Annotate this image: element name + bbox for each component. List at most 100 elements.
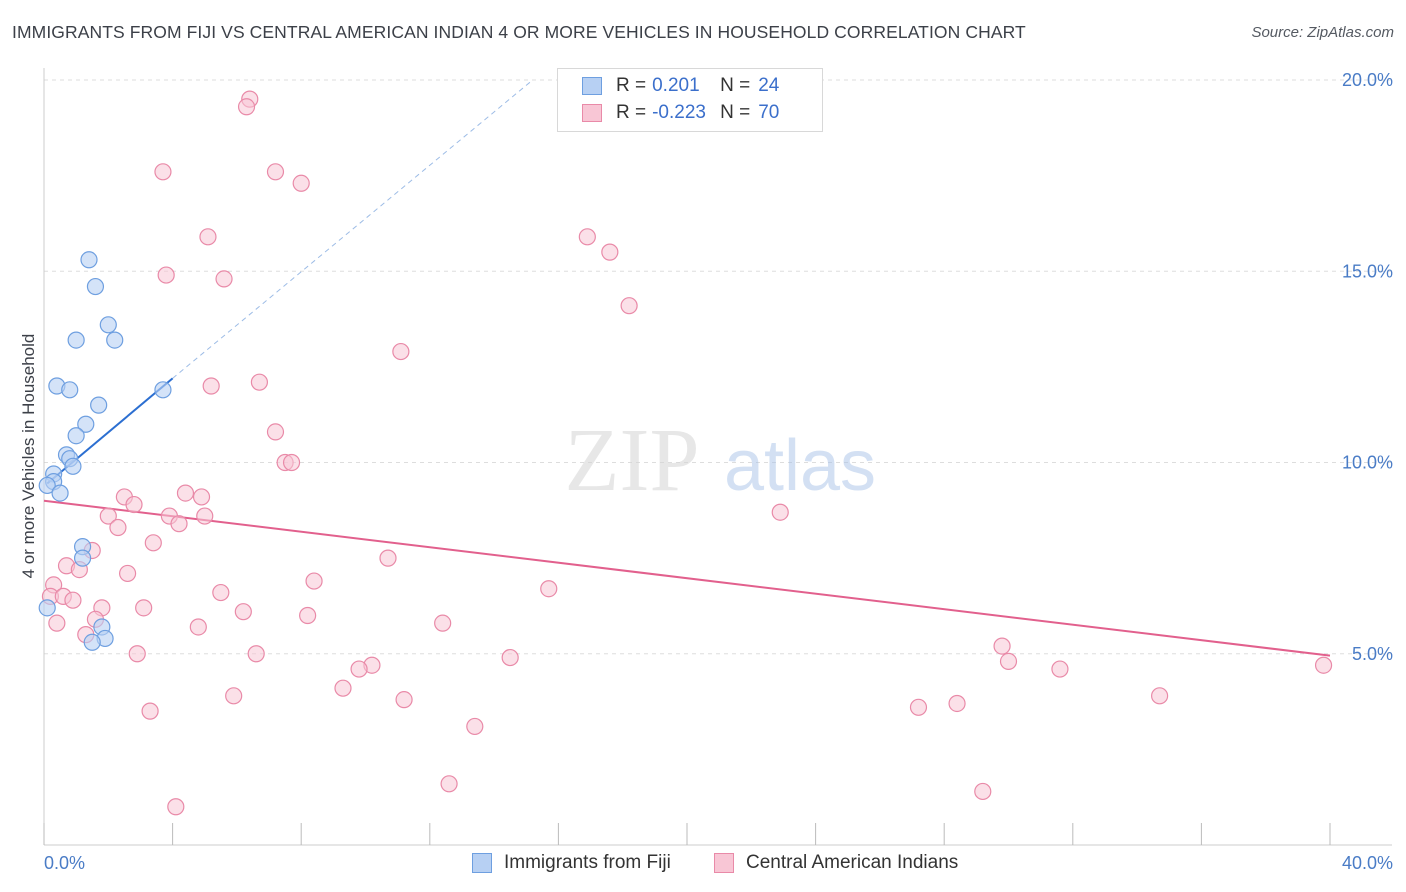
legend: R = 0.201 N = 24 R = -0.223 N = 70 <box>557 68 823 132</box>
cai-point <box>167 798 185 816</box>
fiji-point <box>80 251 98 269</box>
axes <box>43 68 1392 846</box>
cai-point <box>993 637 1011 655</box>
y-tick-label: 5.0% <box>1352 644 1393 664</box>
cai-point <box>237 98 256 116</box>
cai-point <box>948 694 966 713</box>
legend-r-value: 0.201 <box>652 75 700 96</box>
legend-r-label: R = <box>616 102 647 123</box>
fiji-point <box>61 381 79 399</box>
legend-n-label: N = <box>720 75 751 96</box>
legend-n-label: N = <box>720 102 751 123</box>
y-tick-label: 10.0% <box>1342 453 1393 473</box>
cai-point <box>434 614 452 632</box>
bottom-legend-label-cai: Central American Indians <box>746 852 959 873</box>
cai-point <box>620 297 638 315</box>
legend-row-cai: R = -0.223 N = 70 <box>582 101 779 125</box>
bottom-legend-swatch-cai <box>714 853 734 873</box>
cai-point <box>440 775 458 793</box>
x-tick-label: 0.0% <box>44 853 85 873</box>
y-tick-label: 20.0% <box>1342 70 1393 90</box>
bottom-legend-label-fiji: Immigrants from Fiji <box>504 852 671 873</box>
watermark-atlas: atlas <box>724 426 876 506</box>
legend-r-value: -0.223 <box>652 102 706 123</box>
cai-point <box>1151 687 1169 705</box>
cai-point <box>395 691 413 709</box>
fiji-point <box>86 277 105 296</box>
cai-point <box>266 423 285 441</box>
cai-point <box>118 564 137 583</box>
cai-point <box>170 515 188 533</box>
cai-point <box>128 645 146 663</box>
cai-point <box>212 583 230 602</box>
cai-point <box>144 534 162 552</box>
cai-point <box>234 603 252 621</box>
cai-point <box>305 572 323 590</box>
bottom-legend-cai: Central American Indians <box>714 852 958 874</box>
cai-point <box>974 782 992 801</box>
cai-point <box>578 228 596 246</box>
cai-point <box>48 614 66 632</box>
fiji-point <box>106 331 124 349</box>
bottom-legend-fiji: Immigrants from Fiji <box>472 852 671 874</box>
cai-point <box>299 606 317 625</box>
fiji-point <box>77 415 95 433</box>
legend-swatch-fiji <box>582 77 602 95</box>
fiji-point <box>99 316 117 334</box>
cai-point <box>135 599 153 617</box>
cai-point <box>1314 656 1333 674</box>
cai-point <box>247 645 265 663</box>
cai-point <box>379 549 397 567</box>
cai-point <box>157 266 175 284</box>
legend-swatch-cai <box>582 104 602 122</box>
cai-point <box>999 652 1018 671</box>
fiji-point <box>90 396 108 414</box>
legend-row-fiji: R = 0.201 N = 24 <box>582 74 779 98</box>
fiji-point <box>73 549 92 567</box>
cai-point <box>215 270 233 288</box>
cai-point <box>466 717 484 736</box>
fiji-point <box>64 457 82 475</box>
cai-point <box>909 698 928 716</box>
y-tick-label: 15.0% <box>1342 261 1393 281</box>
cai-point <box>64 591 82 609</box>
cai-point <box>125 495 143 514</box>
x-tick-label: 40.0% <box>1342 853 1393 873</box>
chart-title: IMMIGRANTS FROM FIJI VS CENTRAL AMERICAN… <box>12 22 1026 42</box>
fiji-point <box>67 427 85 445</box>
legend-r-label: R = <box>616 75 647 96</box>
trend-lines <box>43 79 1331 657</box>
cai-point <box>250 373 269 391</box>
fiji-point <box>51 484 69 502</box>
cai-point <box>334 679 352 697</box>
data-points <box>38 90 1333 816</box>
bottom-legend-swatch-fiji <box>472 853 492 873</box>
cai-point <box>501 648 519 667</box>
legend-n-value: 24 <box>758 75 780 96</box>
legend-n-value: 70 <box>758 102 780 123</box>
watermark-zip: ZIP <box>565 411 700 510</box>
cai-point <box>771 503 789 521</box>
source-credit: Source: ZipAtlas.com <box>1251 24 1394 41</box>
cai-point <box>601 243 619 261</box>
cai-point <box>192 488 211 506</box>
cai-point <box>350 660 368 678</box>
fiji-point <box>38 476 56 495</box>
cai-point <box>1051 660 1069 678</box>
cai-point <box>202 377 220 395</box>
fiji-trend-extension <box>172 79 533 379</box>
cai-point <box>196 507 214 525</box>
fiji-point <box>38 599 56 617</box>
fiji-point <box>83 633 101 651</box>
tick-labels: 5.0% 10.0% 15.0% 20.0% 0.0% 40.0% <box>44 70 1393 873</box>
cai-point <box>99 507 117 525</box>
grid-lines <box>44 79 1392 655</box>
cai-point <box>225 687 243 705</box>
cai-point <box>292 174 310 192</box>
cai-point <box>392 342 410 361</box>
cai-point <box>141 702 159 720</box>
fiji-point <box>154 381 172 399</box>
cai-point <box>199 228 217 246</box>
cai-point <box>176 484 195 502</box>
